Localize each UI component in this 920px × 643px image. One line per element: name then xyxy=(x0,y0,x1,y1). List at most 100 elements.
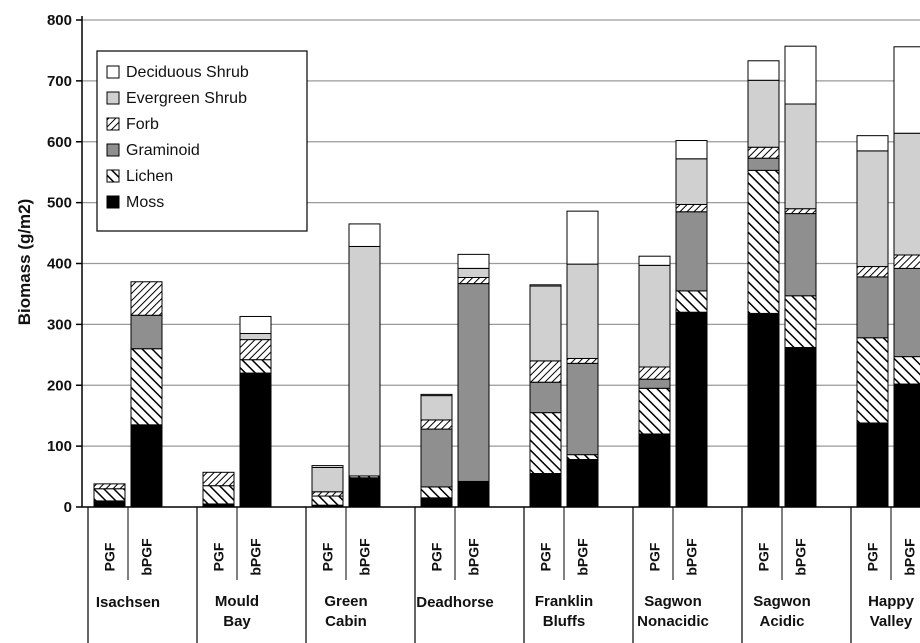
legend-swatch xyxy=(106,65,120,79)
bar-segment-evergreen-shrub xyxy=(784,103,817,210)
bar-segment-forb xyxy=(420,419,453,430)
legend-label: Lichen xyxy=(126,168,173,185)
bar-label: PGF xyxy=(865,542,881,571)
y-tick-label: 600 xyxy=(47,134,72,151)
bar-segment-deciduous-shrub xyxy=(675,140,708,160)
bar-segment-moss xyxy=(784,347,817,508)
bar-segment-moss xyxy=(457,480,490,508)
bar-label: PGF xyxy=(102,542,118,571)
bar-segment-lichen xyxy=(311,495,344,506)
group-label: Isachsen xyxy=(96,594,160,611)
group-label: Deadhorse xyxy=(416,594,494,611)
bar-segment-forb xyxy=(566,357,599,364)
bar-segment-graminoid xyxy=(529,381,562,414)
bar-segment-forb xyxy=(202,471,235,487)
legend: Deciduous Shrub Evergreen Shrub Forb Gramin… xyxy=(96,50,308,232)
legend-label: Moss xyxy=(126,194,164,211)
bar-segment-moss xyxy=(856,422,889,508)
bar-segment-deciduous-shrub xyxy=(856,135,889,152)
bar-label: bPGF xyxy=(575,538,591,576)
group-label: Mould Bay xyxy=(215,593,259,630)
bar-segment-graminoid xyxy=(856,276,889,339)
bar-segment-graminoid xyxy=(675,211,708,292)
bar-segment-evergreen-shrub xyxy=(311,466,344,493)
bar-segment-moss xyxy=(420,497,453,508)
group-label: Franklin Bluffs xyxy=(535,593,593,630)
bar-segment-moss xyxy=(566,459,599,508)
bar-segment-deciduous-shrub xyxy=(747,60,780,81)
bar-segment-lichen xyxy=(420,486,453,499)
bar-segment-moss xyxy=(130,424,163,508)
bar-segment-evergreen-shrub xyxy=(893,132,920,256)
y-tick-label: 300 xyxy=(47,316,72,333)
bar-label: PGF xyxy=(756,542,772,571)
bar-segment-evergreen-shrub xyxy=(638,264,671,368)
bar-segment-forb xyxy=(856,266,889,278)
bar-segment-deciduous-shrub xyxy=(566,210,599,265)
group-label: Sagwon Nonacidic xyxy=(637,593,709,630)
y-tick-label: 0 xyxy=(64,499,72,516)
y-tick-label: 500 xyxy=(47,195,72,212)
bar-segment-deciduous-shrub xyxy=(784,45,817,105)
bar-label: bPGF xyxy=(466,538,482,576)
bar-segment-graminoid xyxy=(566,362,599,456)
bar-segment-deciduous-shrub xyxy=(457,253,490,269)
bar-segment-moss xyxy=(638,433,671,508)
y-tick-label: 200 xyxy=(47,377,72,394)
bar-segment-deciduous-shrub xyxy=(420,393,453,397)
bar-segment-lichen xyxy=(675,290,708,313)
bar-segment-lichen xyxy=(856,337,889,424)
bar-segment-graminoid xyxy=(638,378,671,389)
legend-swatch xyxy=(106,169,120,183)
bar-label: bPGF xyxy=(902,538,918,576)
bar-segment-evergreen-shrub xyxy=(747,79,780,148)
legend-swatch xyxy=(106,195,120,209)
bar-segment-moss xyxy=(93,500,126,508)
bar-segment-forb xyxy=(457,277,490,285)
bar-segment-deciduous-shrub xyxy=(239,315,272,335)
bar-segment-deciduous-shrub xyxy=(893,46,920,134)
bar-segment-evergreen-shrub xyxy=(566,263,599,359)
bar-segment-deciduous-shrub xyxy=(348,223,381,247)
legend-label: Forb xyxy=(126,116,159,133)
bar-segment-deciduous-shrub xyxy=(638,255,671,266)
bar-segment-graminoid xyxy=(784,213,817,297)
bar-segment-evergreen-shrub xyxy=(239,333,272,341)
bar-segment-graminoid xyxy=(420,428,453,488)
bar-label: PGF xyxy=(211,542,227,571)
y-tick-label: 800 xyxy=(47,12,72,29)
group-label: Happy Valley xyxy=(868,593,915,630)
y-tick-label: 100 xyxy=(47,438,72,455)
bar-segment-evergreen-shrub xyxy=(856,150,889,268)
legend-label: Deciduous Shrub xyxy=(126,64,249,81)
bar-segment-forb xyxy=(784,208,817,215)
bar-label: bPGF xyxy=(357,538,373,576)
bar-label: PGF xyxy=(647,542,663,571)
legend-swatch xyxy=(106,91,120,105)
bar-segment-forb xyxy=(747,146,780,159)
bar-segment-evergreen-shrub xyxy=(529,285,562,362)
y-tick-label: 700 xyxy=(47,73,72,90)
bar-label: bPGF xyxy=(793,538,809,576)
bar-label: bPGF xyxy=(684,538,700,576)
bar-segment-graminoid xyxy=(130,314,163,350)
bars xyxy=(93,45,920,508)
bar-segment-forb xyxy=(93,483,126,490)
bar-segment-forb xyxy=(675,203,708,213)
bar-segment-forb xyxy=(239,339,272,361)
bar-segment-graminoid xyxy=(747,157,780,171)
bar-segment-lichen xyxy=(529,412,562,475)
bar-label: PGF xyxy=(429,542,445,571)
y-tick-label: 400 xyxy=(47,256,72,273)
bar-label: PGF xyxy=(320,542,336,571)
axes: 0 100 200 300 400 500 600 700 800 xyxy=(47,12,920,516)
group-label: Green Cabin xyxy=(324,593,367,630)
bar-segment-forb xyxy=(311,491,344,497)
bar-segment-lichen xyxy=(784,295,817,349)
bar-label: bPGF xyxy=(139,538,155,576)
bar-segment-lichen xyxy=(566,454,599,461)
bar-segment-lichen xyxy=(130,348,163,426)
bar-segment-evergreen-shrub xyxy=(420,395,453,421)
bar-label: PGF xyxy=(538,542,554,571)
legend-swatch xyxy=(106,143,120,157)
